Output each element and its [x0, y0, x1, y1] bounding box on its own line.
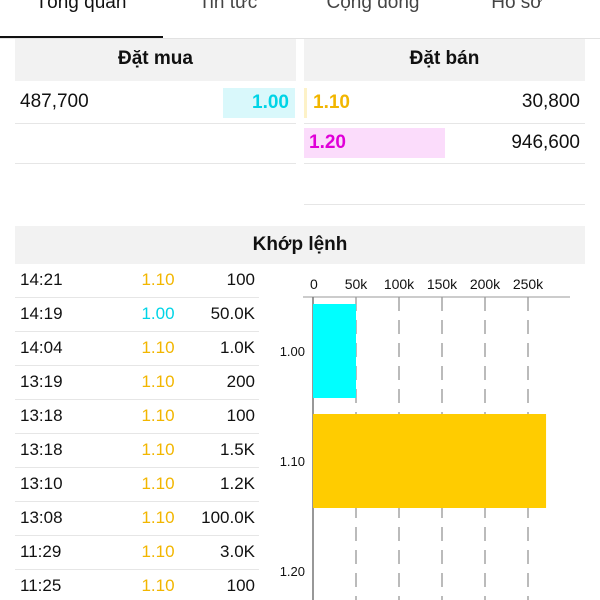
- trade-time: 13:08: [20, 508, 63, 527]
- sell-price-cell-2: 1.20: [304, 128, 445, 158]
- x-tick-label: 250k: [513, 276, 544, 292]
- trade-row: 14:04 1.10 1.0K: [15, 332, 259, 366]
- trade-row: 11:25 1.10 100: [15, 570, 259, 600]
- bar-1-10: [313, 414, 547, 508]
- trade-price: 1.10: [141, 372, 175, 391]
- trade-volume: 100: [226, 270, 255, 289]
- x-tick-label: 200k: [470, 276, 501, 292]
- trade-row: 13:18 1.10 100: [15, 400, 259, 434]
- trade-volume: 100: [226, 576, 255, 595]
- tab-overview[interactable]: Tổng quan: [35, 0, 127, 13]
- trade-volume: 1.5K: [220, 440, 255, 459]
- trade-time: 11:25: [20, 576, 62, 595]
- row-divider: [304, 123, 585, 124]
- trade-volume: 3.0K: [220, 542, 255, 561]
- sell-volume-2: 946,600: [511, 132, 580, 153]
- trade-price: 1.00: [141, 304, 175, 323]
- row-divider: [15, 163, 296, 164]
- trade-price: 1.10: [141, 542, 175, 561]
- tab-community[interactable]: Cộng đồng: [326, 0, 420, 13]
- tab-bar: Tổng quan Tin tức Cộng đồng Hồ sơ: [0, 0, 600, 40]
- trade-volume: 100.0K: [201, 508, 255, 527]
- trade-volume: 100: [226, 406, 255, 425]
- buy-price: 1.00: [252, 92, 289, 113]
- buy-price-cell: 1.00: [223, 88, 295, 118]
- trade-row: 11:29 1.10 3.0K: [15, 536, 259, 570]
- trade-time: 13:18: [20, 440, 63, 459]
- category-label: 1.00: [280, 344, 305, 359]
- trade-price: 1.10: [141, 270, 175, 289]
- row-divider: [15, 123, 296, 124]
- trade-price: 1.10: [141, 440, 175, 459]
- trade-row: 14:21 1.10 100: [15, 264, 259, 298]
- trade-time: 14:21: [20, 270, 63, 289]
- trade-row: 13:19 1.10 200: [15, 366, 259, 400]
- category-label: 1.10: [280, 454, 305, 469]
- buy-orders-header: Đặt mua: [15, 39, 296, 81]
- tab-divider: [0, 38, 600, 39]
- trade-volume: 1.2K: [220, 474, 255, 493]
- trade-price: 1.10: [141, 508, 175, 527]
- trade-volume: 200: [226, 372, 255, 391]
- trade-time: 13:10: [20, 474, 63, 493]
- sell-volume-1: 30,800: [521, 91, 580, 112]
- trade-row: 13:18 1.10 1.5K: [15, 434, 259, 468]
- trade-row: 13:08 1.10 100.0K: [15, 502, 259, 536]
- volume-by-price-chart: 0 50k 100k 150k 200k 250k 1.00 1.10 1.20: [265, 265, 600, 600]
- trade-volume: 50.0K: [210, 304, 255, 323]
- x-tick-label: 0: [310, 276, 318, 292]
- chart-svg: 0 50k 100k 150k 200k 250k 1.00 1.10 1.20: [280, 276, 570, 600]
- sell-orders-header: Đặt bán: [304, 39, 585, 81]
- trade-time: 13:18: [20, 406, 63, 425]
- tab-profile[interactable]: Hồ sơ: [491, 0, 543, 13]
- category-label: 1.20: [280, 564, 305, 579]
- trade-price: 1.10: [141, 474, 175, 493]
- sell-price-2: 1.20: [309, 132, 346, 153]
- matched-orders-header: Khớp lệnh: [15, 226, 585, 264]
- bar-1-00: [313, 304, 356, 398]
- trade-time: 13:19: [20, 372, 63, 391]
- sell-price-cell-1: 1.10: [304, 88, 350, 118]
- trade-price: 1.10: [141, 338, 175, 357]
- active-tab-indicator: [0, 36, 163, 39]
- tab-news[interactable]: Tin tức: [198, 0, 258, 13]
- trade-volume: 1.0K: [220, 338, 255, 357]
- trade-row: 14:19 1.00 50.0K: [15, 298, 259, 332]
- x-tick-label: 50k: [345, 276, 369, 292]
- row-divider: [304, 204, 585, 205]
- trade-time: 14:04: [20, 338, 63, 357]
- trade-time: 11:29: [20, 542, 62, 561]
- x-tick-label: 150k: [427, 276, 458, 292]
- x-tick-label: 100k: [384, 276, 415, 292]
- trade-price: 1.10: [141, 576, 175, 595]
- buy-volume: 487,700: [20, 91, 89, 112]
- sell-price-1: 1.10: [313, 92, 350, 113]
- trade-time: 14:19: [20, 304, 63, 323]
- trade-row: 13:10 1.10 1.2K: [15, 468, 259, 502]
- trade-price: 1.10: [141, 406, 175, 425]
- row-divider: [304, 163, 585, 164]
